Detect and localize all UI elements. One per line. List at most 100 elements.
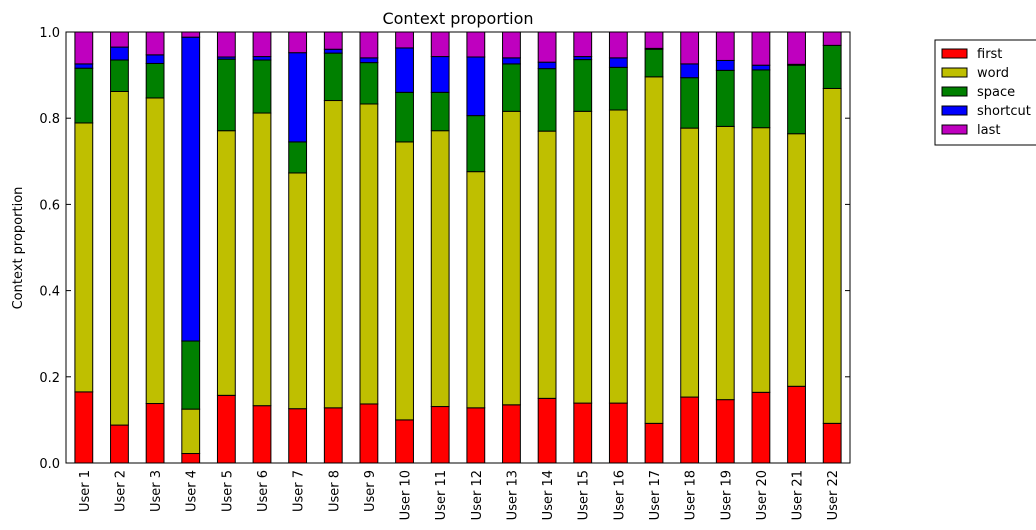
bar-segment	[323, 52, 343, 102]
bar-segment	[323, 31, 343, 50]
bar-segment	[502, 31, 521, 59]
bar-segment	[573, 31, 593, 58]
bar-segment	[715, 59, 735, 71]
bar-segment	[466, 31, 486, 58]
x-tick-label: User 13	[505, 470, 520, 520]
x-tick-label: User 6	[256, 470, 271, 512]
bar-segment	[751, 391, 771, 464]
legend-swatch	[941, 67, 968, 78]
bar-segment	[822, 87, 842, 424]
legend-swatch	[941, 105, 968, 116]
bar-segment	[323, 100, 343, 409]
x-tick-label: User 10	[399, 470, 414, 520]
bar-segment	[715, 69, 735, 127]
bar-segment	[395, 91, 414, 143]
x-tick-label: User 5	[220, 470, 235, 512]
legend-swatch	[941, 48, 968, 59]
bar-segment	[181, 31, 201, 38]
bar-segment	[787, 64, 806, 135]
x-tick-label: User 17	[648, 470, 663, 520]
bar-segment	[644, 422, 664, 464]
bar-segment	[573, 59, 593, 112]
x-tick-label: User 20	[755, 470, 770, 520]
bar-segment	[74, 391, 94, 464]
legend-label: shortcut	[977, 104, 1031, 119]
bar-segment	[573, 110, 593, 404]
bar-segment	[787, 133, 806, 387]
x-tick-label: User 2	[113, 470, 128, 512]
bar-segment	[537, 68, 557, 132]
bar-segment	[359, 103, 379, 405]
bar-segment	[680, 396, 700, 464]
bar-segment	[216, 130, 236, 396]
bar-segment	[502, 110, 521, 406]
plot-frame	[65, 31, 851, 464]
bar-segment	[430, 406, 450, 464]
bar-segment	[608, 31, 628, 59]
bar-segment	[395, 47, 414, 93]
bar-segment	[288, 172, 308, 410]
x-tick-label: User 12	[470, 470, 485, 520]
bar-segment	[216, 31, 236, 58]
bar-segment	[110, 90, 129, 426]
bar-segment	[252, 112, 272, 407]
bar-segment	[537, 397, 557, 464]
bar-segment	[608, 66, 628, 111]
bar-segment	[181, 340, 201, 410]
x-tick-label: User 4	[185, 470, 200, 512]
y-tick-label: 0.8	[39, 112, 60, 127]
bar-segment	[145, 62, 165, 99]
bar-segment	[395, 141, 414, 421]
bar-segment	[181, 36, 201, 342]
bar-segment	[145, 54, 165, 64]
legend-swatch	[941, 124, 968, 135]
legend-label: word	[977, 66, 1009, 81]
bar-segment	[608, 57, 628, 68]
y-tick-label: 0.6	[39, 198, 60, 213]
bar-segment	[359, 62, 379, 105]
x-tick-label: User 21	[791, 470, 806, 520]
bar-segment	[644, 31, 664, 49]
bar-segment	[466, 171, 486, 409]
bar-segment	[288, 52, 308, 143]
bar-segment	[74, 122, 94, 393]
x-tick-label: User 8	[327, 470, 342, 512]
bar-segment	[822, 31, 842, 46]
x-tick-label: User 9	[363, 470, 378, 512]
x-tick-label: User 11	[434, 470, 449, 520]
y-tick-label: 0.0	[39, 457, 60, 472]
x-tick-label: User 1	[78, 470, 93, 512]
bar-segment	[537, 31, 557, 63]
bar-segment	[466, 407, 486, 464]
legend-swatch	[941, 86, 968, 97]
bar-segment	[608, 402, 628, 464]
bar-segment	[787, 385, 806, 464]
bar-segment	[502, 404, 521, 464]
legend-label: last	[977, 123, 1000, 138]
bar-segment	[359, 403, 379, 464]
x-tick-label: User 19	[719, 470, 734, 520]
x-tick-label: User 14	[541, 470, 556, 520]
bar-segment	[430, 31, 450, 58]
bar-segment	[74, 67, 94, 124]
bar-segment	[216, 394, 236, 464]
x-tick-label: User 7	[292, 470, 307, 512]
y-tick-label: 0.2	[39, 371, 60, 386]
bar-segment	[74, 31, 94, 65]
legend-label: first	[977, 47, 1002, 62]
bar-segment	[680, 31, 700, 65]
bar-segment	[573, 402, 593, 464]
y-axis-label: Context proportion	[11, 187, 26, 310]
bar-segment	[822, 44, 842, 89]
bar-segment	[430, 91, 450, 132]
legend-label: space	[977, 85, 1015, 100]
bar-segment	[787, 31, 806, 65]
bar-segment	[252, 31, 272, 58]
bar-segment	[145, 97, 165, 405]
x-tick-label: User 18	[684, 470, 699, 520]
bar-segment	[430, 130, 450, 408]
bar-segment	[145, 31, 165, 56]
bar-segment	[252, 59, 272, 114]
bar-segment	[252, 405, 272, 464]
bar-segment	[822, 422, 842, 464]
